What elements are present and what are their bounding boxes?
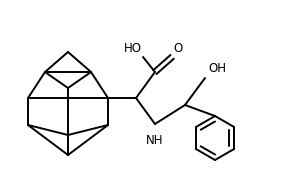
Text: HO: HO: [124, 42, 142, 55]
Text: O: O: [173, 42, 182, 55]
Text: OH: OH: [208, 62, 226, 75]
Text: NH: NH: [146, 134, 164, 147]
